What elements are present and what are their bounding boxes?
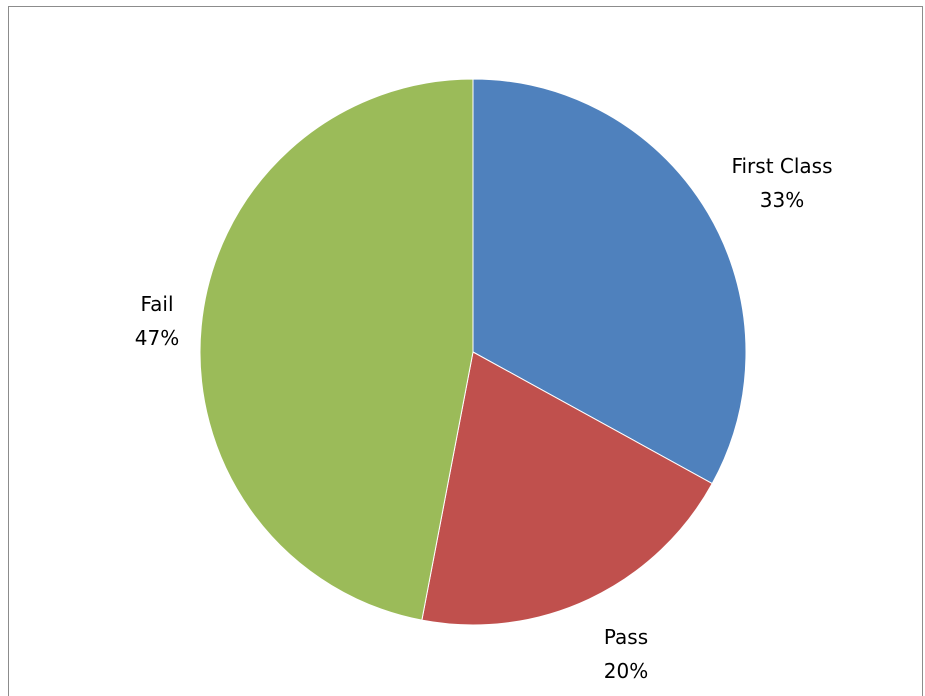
slice-name-fail: Fail [140,292,173,316]
pie-slices [199,78,747,626]
pie-labels: First Class 33% Pass 20% Fail 47% [135,154,833,683]
slice-percent-first-class: 33% [760,188,804,212]
slice-fail [199,78,474,621]
slice-name-first-class: First Class [731,154,832,178]
slice-label-pass: Pass 20% [604,625,648,683]
slice-first-class [472,78,747,485]
slice-percent-pass: 20% [604,659,648,683]
slice-label-fail: Fail 47% [135,292,179,350]
slice-percent-fail: 47% [135,326,179,350]
slice-name-pass: Pass [604,625,648,649]
slice-label-first-class: First Class 33% [731,154,832,212]
slice-pass [421,351,713,626]
